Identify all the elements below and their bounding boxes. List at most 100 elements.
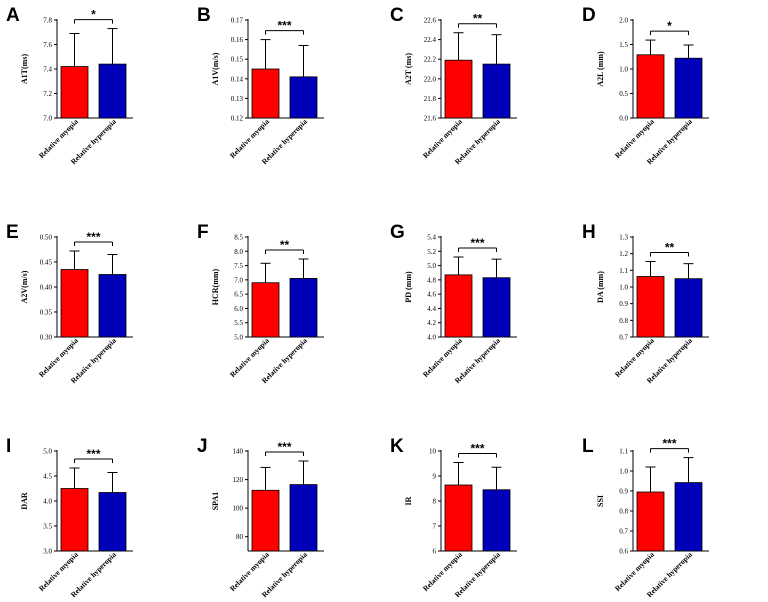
y-tick-label: 22.6 bbox=[424, 17, 437, 25]
y-tick-label: 22.0 bbox=[424, 75, 437, 83]
y-axis-label: PD (mm) bbox=[404, 271, 413, 303]
y-tick-label: 3.0 bbox=[43, 548, 52, 556]
y-tick-label: 80 bbox=[236, 533, 244, 541]
y-tick-label: 0.14 bbox=[231, 75, 244, 83]
significance-marker: * bbox=[91, 8, 96, 22]
y-tick-label: 1.1 bbox=[619, 448, 628, 456]
y-tick-label: 0.30 bbox=[40, 334, 53, 342]
panel-label: L bbox=[582, 436, 594, 457]
bar-relative-myopia bbox=[60, 488, 89, 552]
y-tick-label: 1.0 bbox=[619, 284, 628, 292]
y-tick-label: 22.2 bbox=[424, 56, 437, 64]
bar-relative-hyperopia bbox=[289, 484, 318, 552]
y-tick-label: 5.0 bbox=[43, 448, 52, 456]
significance-marker: *** bbox=[86, 447, 100, 461]
bar-relative-hyperopia bbox=[482, 277, 511, 338]
significance-marker: *** bbox=[277, 440, 291, 454]
y-axis-label: DAR bbox=[20, 492, 29, 510]
panel-f: FHCR(mm)5.05.56.06.57.07.58.08.5Relative… bbox=[197, 222, 324, 385]
y-tick-label: 22.4 bbox=[424, 36, 437, 44]
y-axis-label: A2L (mm) bbox=[596, 51, 605, 87]
y-tick-label: 5.5 bbox=[234, 319, 243, 327]
y-axis-label: HCR(mm) bbox=[211, 268, 220, 305]
y-tick-label: 2.0 bbox=[619, 17, 628, 25]
bar-relative-hyperopia bbox=[98, 492, 127, 552]
y-tick-label: 1.0 bbox=[619, 66, 628, 74]
bar-relative-hyperopia bbox=[674, 482, 703, 552]
y-axis-label: SSI bbox=[596, 495, 605, 507]
y-axis-label: SPA1 bbox=[211, 492, 220, 511]
y-tick-label: 0.17 bbox=[231, 17, 244, 25]
panel-g: GPD (mm)4.04.24.44.64.85.05.25.4Relative… bbox=[390, 222, 517, 385]
y-tick-label: 1.0 bbox=[619, 468, 628, 476]
panel-label: G bbox=[390, 222, 405, 243]
bar-relative-myopia bbox=[636, 276, 665, 338]
y-tick-label: 1.5 bbox=[619, 41, 628, 49]
y-tick-label: 6.5 bbox=[234, 291, 243, 299]
y-tick-label: 0.9 bbox=[619, 488, 628, 496]
y-tick-label: 0.7 bbox=[619, 528, 628, 536]
y-axis-label: A2T (ms) bbox=[404, 53, 413, 85]
y-tick-label: 5.2 bbox=[427, 248, 436, 256]
significance-marker: ** bbox=[665, 241, 675, 255]
y-tick-label: 0.6 bbox=[619, 548, 628, 556]
panel-label: K bbox=[390, 436, 404, 457]
y-tick-label: 0.8 bbox=[619, 508, 628, 516]
bar-relative-hyperopia bbox=[482, 489, 511, 552]
y-tick-label: 8 bbox=[433, 498, 437, 506]
significance-marker: *** bbox=[470, 442, 484, 456]
y-tick-label: 0.5 bbox=[619, 90, 628, 98]
y-tick-label: 21.6 bbox=[424, 115, 437, 123]
y-tick-label: 0.35 bbox=[40, 309, 53, 317]
y-tick-label: 7.6 bbox=[43, 41, 52, 49]
y-tick-label: 9 bbox=[433, 473, 437, 481]
panel-label: E bbox=[6, 222, 19, 243]
y-tick-label: 0.50 bbox=[40, 234, 53, 242]
y-tick-label: 8.5 bbox=[234, 234, 243, 242]
y-tick-label: 10 bbox=[429, 448, 437, 456]
panel-label: F bbox=[197, 222, 209, 243]
panel-label: D bbox=[582, 5, 596, 26]
panel-label: H bbox=[582, 222, 596, 243]
panel-label: A bbox=[6, 5, 20, 26]
significance-marker: ** bbox=[280, 238, 290, 252]
y-tick-label: 120 bbox=[233, 476, 244, 484]
y-tick-label: 0.40 bbox=[40, 284, 53, 292]
y-axis-label: IR bbox=[404, 496, 413, 505]
y-tick-label: 5.0 bbox=[234, 334, 243, 342]
y-tick-label: 1.2 bbox=[619, 250, 628, 258]
bar-relative-myopia bbox=[444, 274, 473, 338]
panel-label: J bbox=[197, 436, 208, 457]
y-tick-label: 6.0 bbox=[234, 305, 243, 313]
y-tick-label: 4.6 bbox=[427, 291, 436, 299]
y-tick-label: 7.0 bbox=[234, 276, 243, 284]
bar-relative-myopia bbox=[251, 68, 280, 119]
bar-relative-hyperopia bbox=[98, 274, 127, 338]
bar-relative-hyperopia bbox=[289, 278, 318, 338]
panel-label: C bbox=[390, 5, 404, 26]
y-tick-label: 4.4 bbox=[427, 305, 436, 313]
y-tick-label: 4.5 bbox=[43, 473, 52, 481]
y-axis-label: A1V(m/s) bbox=[211, 52, 220, 85]
bar-relative-myopia bbox=[251, 282, 280, 338]
significance-marker: ** bbox=[473, 12, 483, 26]
y-tick-label: 7.4 bbox=[43, 66, 52, 74]
significance-marker: *** bbox=[470, 236, 484, 250]
bar-relative-hyperopia bbox=[674, 57, 703, 119]
y-tick-label: 0.7 bbox=[619, 334, 628, 342]
panel-b: BA1V(m/s)0.120.130.140.150.160.17Relativ… bbox=[197, 5, 324, 166]
y-tick-label: 4.2 bbox=[427, 319, 436, 327]
y-tick-label: 6 bbox=[433, 548, 437, 556]
y-tick-label: 7.8 bbox=[43, 17, 52, 25]
y-tick-label: 0.13 bbox=[231, 95, 244, 103]
y-tick-label: 21.8 bbox=[424, 95, 437, 103]
y-tick-label: 1.1 bbox=[619, 267, 628, 275]
y-tick-label: 0.15 bbox=[231, 56, 244, 64]
bar-relative-hyperopia bbox=[482, 63, 511, 119]
